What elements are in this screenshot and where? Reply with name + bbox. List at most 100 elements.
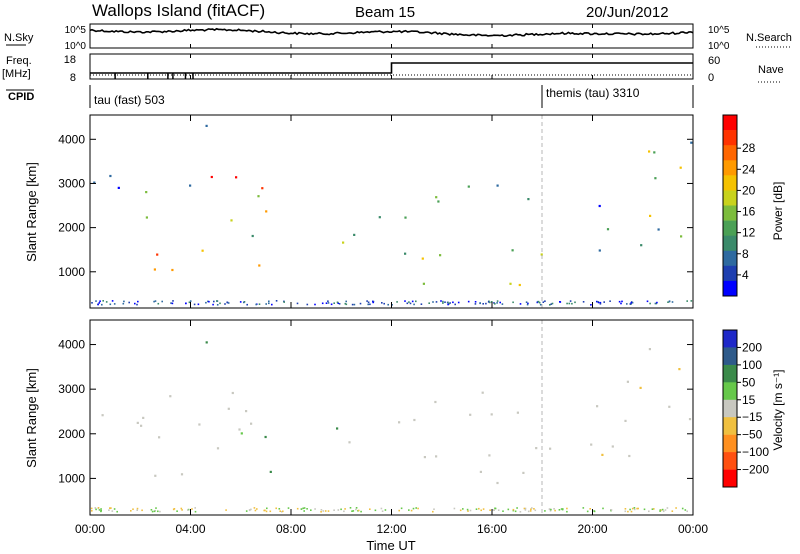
power-colorbar-swatch [723, 115, 737, 131]
velocity-ground-cell [159, 510, 161, 513]
power-ground-cell [537, 300, 540, 303]
power-ground-cell [185, 302, 187, 305]
velocity-y-ticks: 1000 2000 3000 4000 [58, 338, 693, 485]
velocity-ground-cell [302, 507, 304, 510]
power-ground-cell [542, 301, 545, 303]
velocity-cell [590, 443, 593, 446]
power-colorbar-label: 12 [742, 226, 756, 240]
velocity-cell [516, 411, 519, 414]
power-ground-cell [454, 303, 456, 306]
velocity-ground-cell [610, 509, 613, 511]
power-ytick-label: 4000 [58, 132, 85, 146]
nave-tick-top: 60 [708, 55, 720, 67]
velocity-ground-cell [155, 507, 157, 509]
velocity-colorbar-swatch [723, 434, 737, 453]
velocity-ground-cell [369, 508, 371, 510]
velocity-cell [101, 414, 104, 417]
power-ground-cell [227, 302, 230, 304]
velocity-colorbar-label: −15 [742, 410, 763, 424]
power-cell [654, 177, 657, 180]
power-ground-cell [216, 304, 219, 306]
velocity-ground-cell [675, 507, 677, 509]
power-ground-cell [336, 301, 339, 304]
power-ground-cell [618, 300, 621, 303]
power-ground-cell [420, 303, 423, 305]
velocity-cell [668, 405, 671, 408]
power-ground-cell [447, 301, 449, 304]
velocity-ground-cell [136, 509, 138, 511]
power-ground-cell [137, 300, 139, 303]
freq-tick-bottom: 8 [70, 72, 76, 84]
power-ground-cell [283, 301, 285, 303]
velocity-cell [198, 423, 201, 426]
velocity-cell [169, 395, 172, 398]
power-ground-cell [596, 300, 598, 303]
power-ytick-label: 2000 [58, 221, 85, 235]
velocity-ground-cell [269, 510, 272, 513]
velocity-cell [205, 341, 208, 344]
power-cell [467, 185, 470, 188]
velocity-ground-cell [478, 507, 480, 510]
velocity-ground-cell [153, 510, 156, 513]
velocity-cell [240, 432, 243, 435]
power-colorbar-swatch [723, 220, 737, 236]
power-ground-cell [406, 302, 409, 305]
velocity-ground-cell [408, 509, 410, 511]
velocity-ground-cell [351, 510, 353, 512]
power-ground-cell [539, 303, 542, 306]
power-cell [189, 184, 192, 187]
velocity-cell [269, 470, 272, 473]
power-cell [145, 216, 148, 219]
power-ground-cell [566, 302, 568, 305]
freq-label: Freq. [6, 55, 32, 67]
velocity-ground-cell [263, 509, 265, 512]
power-ground-cell [275, 300, 278, 302]
power-cell [353, 233, 356, 236]
power-ground-cell [527, 302, 529, 305]
power-cell [598, 249, 601, 252]
power-panel-bg [90, 115, 693, 308]
velocity-ground-cell [141, 509, 143, 512]
power-cell [145, 191, 148, 194]
velocity-ground-cell [494, 507, 496, 510]
velocity-cell [628, 454, 631, 458]
velocity-ground-cell [97, 507, 100, 509]
cpid-segment-1: tau (fast) 503 [94, 93, 165, 107]
power-ground-cell [396, 301, 398, 303]
power-colorbar-swatch [723, 145, 737, 161]
velocity-ground-cell [637, 507, 639, 510]
x-tick-label: 12:00 [376, 522, 406, 536]
velocity-colorbar-swatch [723, 417, 737, 435]
power-colorbar: 4 8 12 16 20 24 28 [722, 114, 756, 297]
velocity-ground-cell [355, 507, 358, 509]
velocity-ground-cell [109, 507, 111, 509]
power-ground-cell [668, 300, 671, 302]
power-ground-cell [457, 301, 460, 304]
power-ground-cell [268, 302, 270, 305]
velocity-ground-cell [507, 508, 510, 511]
power-ground-cell [268, 300, 270, 303]
velocity-ground-cell [130, 510, 132, 512]
velocity-ground-cell [686, 510, 688, 513]
velocity-ground-cell [661, 508, 664, 511]
velocity-ytick-label: 4000 [58, 338, 85, 352]
velocity-ground-cell [100, 509, 102, 512]
freq-unit: [MHz] [2, 68, 31, 80]
x-tick-label: 00:00 [75, 522, 105, 536]
power-ground-cell [113, 303, 116, 305]
power-ground-cell [525, 301, 528, 303]
velocity-ground-cell [310, 509, 312, 511]
velocity-cell [245, 410, 248, 413]
power-colorbar-label: 24 [742, 162, 756, 176]
power-cell [404, 216, 407, 219]
power-ground-cell [101, 303, 103, 306]
velocity-colorbar-label: 50 [742, 375, 756, 389]
power-ground-cell [646, 300, 649, 303]
velocity-ground-cell [480, 509, 482, 512]
freq-drop-marks [114, 73, 194, 79]
power-ground-cell [467, 300, 470, 303]
velocity-ground-cell [279, 510, 281, 512]
velocity-cell [496, 481, 499, 485]
x-tick-label: 20:00 [577, 522, 607, 536]
